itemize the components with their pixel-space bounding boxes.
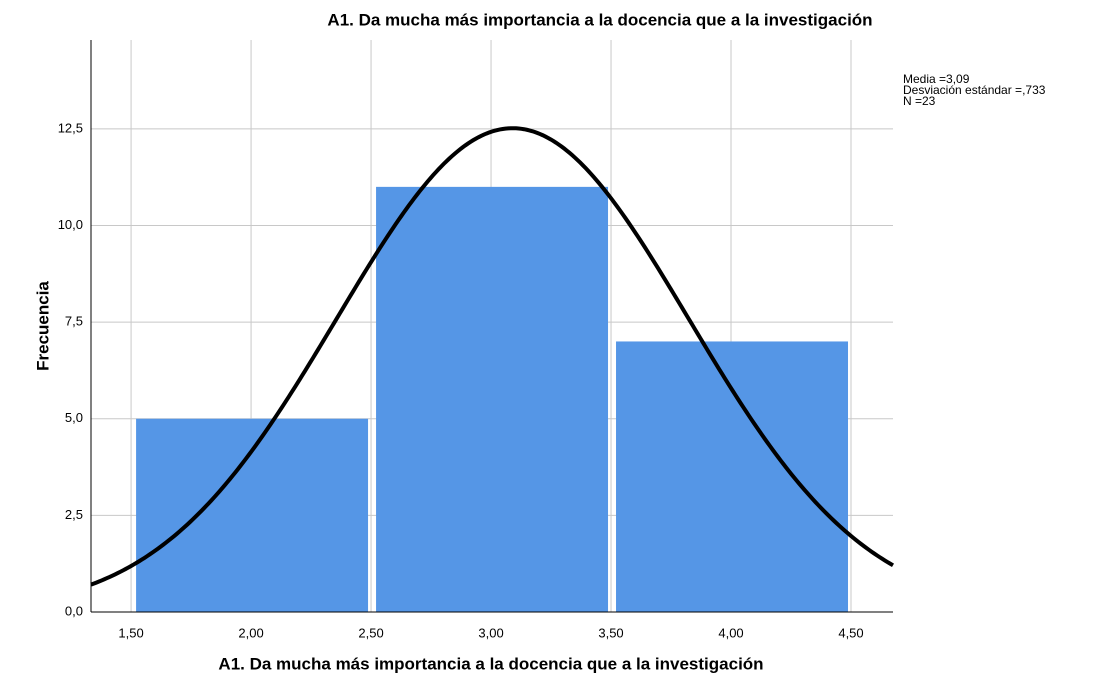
y-tick-label: 2,5 [65, 507, 83, 522]
bar [376, 186, 609, 612]
x-axis-label: A1. Da mucha más importancia a la docenc… [218, 654, 763, 673]
y-tick-label: 7,5 [65, 314, 83, 329]
x-tick-label: 1,50 [118, 625, 143, 640]
y-tick-label: 0,0 [65, 603, 83, 618]
y-tick-label: 10,0 [58, 217, 83, 232]
x-tick-label: 3,00 [478, 625, 503, 640]
stats-label: Desviación estándar =,733 [903, 83, 1046, 97]
normal-curve [90, 126, 895, 587]
y-axis-label: Frecuencia [33, 281, 52, 371]
stats-label: N =23 [903, 94, 936, 108]
x-tick-label: 4,50 [838, 625, 863, 640]
x-tick-label: 2,50 [358, 625, 383, 640]
x-tick-label: 4,00 [718, 625, 743, 640]
y-tick-label: 12,5 [58, 120, 83, 135]
bar [616, 341, 849, 612]
chart-title: A1. Da mucha más importancia a la docenc… [327, 10, 872, 29]
stats-label: Media =3,09 [903, 72, 970, 86]
x-tick-label: 2,00 [238, 625, 263, 640]
y-tick-label: 5,0 [65, 410, 83, 425]
x-tick-label: 3,50 [598, 625, 623, 640]
